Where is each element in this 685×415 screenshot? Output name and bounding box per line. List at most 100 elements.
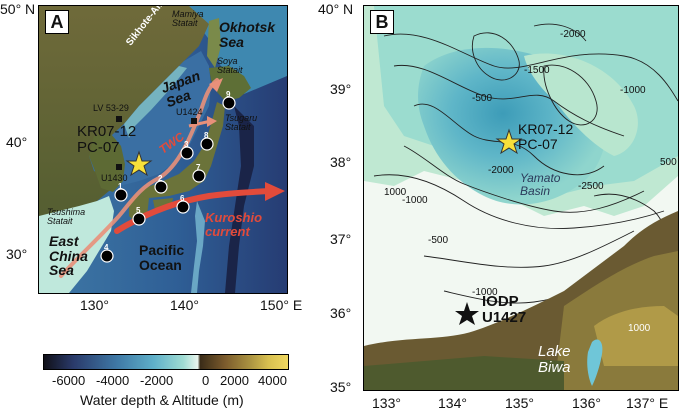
panel-a-letter: A xyxy=(45,10,69,34)
panel-b-lon-tick-133: 133° xyxy=(372,395,401,411)
contour-label-2000b: -2000 xyxy=(488,165,514,176)
site-u1424-marker xyxy=(191,118,197,124)
site-4-label: 4 xyxy=(104,243,109,252)
u1424-label: U1424 xyxy=(176,107,203,117)
panel-b-core-label: KR07-12 PC-07 xyxy=(518,121,574,152)
site-2-label: 2 xyxy=(158,174,163,183)
contour-label-1000b: -1000 xyxy=(620,85,646,96)
site-lv53-29-marker xyxy=(116,116,122,122)
hokkaido-land xyxy=(209,66,251,101)
kuroshio-arrow-head xyxy=(265,182,285,201)
panel-b-lat-tick-38: 38° xyxy=(330,154,352,170)
panel-a-lon-tick-130: 130° xyxy=(80,297,109,313)
contour-2 xyxy=(393,64,625,137)
contour-label-500b: -500 xyxy=(428,235,449,246)
panel-b-letter: B xyxy=(370,10,394,34)
panel-a-lat-tick-50: 50° N xyxy=(0,1,36,17)
lake-biwa-label: Lake Biwa xyxy=(538,343,571,376)
panel-b-lon-tick-137: 137° E xyxy=(626,395,669,411)
panel-a-lat-tick-40: 40° xyxy=(6,134,28,150)
site-7-label: 7 xyxy=(196,163,201,172)
panel-b-lat-tick-39: 39° xyxy=(330,81,352,97)
panel-b-lat-tick-35: 35° xyxy=(330,379,352,395)
panel-b-lat-tick-36: 36° xyxy=(330,305,352,321)
numbered-sites xyxy=(100,96,236,263)
lv53-29-label: LV 53-29 xyxy=(93,103,129,113)
site-9-label: 9 xyxy=(226,90,231,99)
soya-strait-label: Soya Statait xyxy=(217,56,243,76)
panel-a-lon-tick-140: 140° xyxy=(170,297,199,313)
site-2-marker xyxy=(154,180,168,194)
panel-b-lon-tick-136: 136° xyxy=(572,395,601,411)
coastal-plain-b xyxy=(364,356,564,390)
panel-a-map: 1 2 3 4 5 6 7 8 9 Okhotsk Sea Mamiya Sta… xyxy=(38,5,288,294)
lake-biwa xyxy=(587,339,603,386)
colorbar-ramp xyxy=(43,354,289,370)
site-9-marker xyxy=(222,96,236,110)
colorbar-label: Water depth & Altitude (m) xyxy=(80,392,244,408)
site-4-marker xyxy=(100,249,114,263)
site-3-label: 3 xyxy=(184,140,189,149)
site-5-label: 5 xyxy=(136,206,141,215)
site-u1430-marker xyxy=(116,164,122,170)
site-6-marker xyxy=(176,200,190,214)
site-1-label: 1 xyxy=(118,182,123,191)
colorbar-tick-1: -6000 xyxy=(52,373,86,388)
tsushima-strait-label: Tsushima Statait xyxy=(47,207,86,227)
site-6-label: 6 xyxy=(180,194,185,203)
contour-label-500c: 500 xyxy=(660,157,677,168)
iodp-u1427-star xyxy=(455,302,479,325)
contour-label-1000c: 1000 xyxy=(384,187,407,198)
core-site-star xyxy=(125,150,153,177)
east-china-sea-shelf xyxy=(39,196,114,293)
okhotsk-sea-label: Okhotsk Sea xyxy=(219,19,276,50)
tsugaru-strait-label: Tsugaru Statait xyxy=(225,113,258,133)
site-1-marker xyxy=(114,188,128,202)
panel-b-core-star xyxy=(495,128,523,155)
colorbar-tick-4: 0 xyxy=(202,373,210,388)
colorbar-tick-6: 4000 xyxy=(258,373,287,388)
contour-label-1500: -1500 xyxy=(524,65,550,76)
contour-label-2000a: -2000 xyxy=(560,29,586,40)
site-8-label: 8 xyxy=(204,131,209,140)
twc-arrow-head xyxy=(209,78,223,92)
japan-trench xyxy=(225,106,254,293)
u1430-label: U1430 xyxy=(101,173,128,183)
korea-land xyxy=(89,134,125,192)
site-8-marker xyxy=(200,137,214,151)
site-5-marker xyxy=(132,212,146,226)
panel-a-map-svg xyxy=(39,6,287,293)
panel-b-lon-tick-135: 135° xyxy=(505,395,534,411)
site-3-marker xyxy=(180,146,194,160)
contour-9 xyxy=(423,230,635,268)
contour-6 xyxy=(471,32,520,81)
contour-8 xyxy=(533,23,587,42)
contour-4 xyxy=(403,145,645,213)
panel-a-lat-tick-30: 30° xyxy=(6,246,28,262)
tsugaru-arrow-head xyxy=(207,116,217,127)
site-7-marker xyxy=(192,169,206,183)
izu-bonin-ridge xyxy=(191,201,205,293)
twc-current-path xyxy=(59,78,219,278)
core-site-label: KR07-12 PC-07 xyxy=(77,123,137,156)
colorbar-tick-5: 2000 xyxy=(220,373,249,388)
japan-sea-shelf xyxy=(124,66,187,138)
panel-b-map-svg xyxy=(364,6,678,390)
colorbar-tick-3: -2000 xyxy=(140,373,174,388)
yamato-basin-label: Yamato Basin xyxy=(520,171,561,198)
asia-land xyxy=(39,6,209,293)
contour-label-500a: -500 xyxy=(472,93,493,104)
iodp-u1427-label: IODP U1427 xyxy=(482,293,527,326)
contour-label-1000e: 1000 xyxy=(628,323,651,334)
panel-b-lon-tick-134: 134° xyxy=(438,395,467,411)
colorbar-tick-2: -4000 xyxy=(96,373,130,388)
mountains-b xyxy=(594,306,678,366)
panel-a-lon-tick-150: 150° E xyxy=(260,297,303,313)
east-china-sea-label: East China Sea xyxy=(49,233,88,279)
contour-1 xyxy=(383,33,678,102)
panel-b-map: KR07-12 PC-07 Yamato Basin IODP U1427 La… xyxy=(363,5,679,391)
contour-5 xyxy=(373,174,665,229)
contour-label-1000a: -1000 xyxy=(402,195,428,206)
contour-7 xyxy=(543,64,598,126)
pacific-ocean-label: Pacific Ocean xyxy=(139,242,185,273)
